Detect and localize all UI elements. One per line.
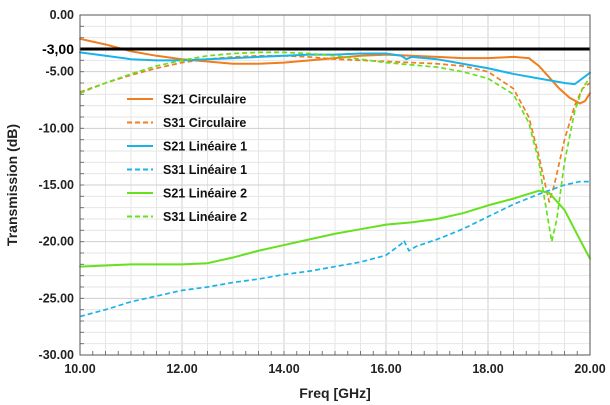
series-line-5 xyxy=(79,189,591,268)
y-tick-label: 0.00 xyxy=(50,8,74,22)
legend-label-3: S21 Linéaire 1 xyxy=(163,140,247,154)
x-tick-label: 10.00 xyxy=(64,362,95,376)
y-tick-label: -15.00 xyxy=(39,178,74,192)
y-tick-label: -5.00 xyxy=(46,65,75,79)
reference-line-label: -3,00 xyxy=(42,41,74,57)
legend-label-2: S31 Circulaire xyxy=(163,116,246,130)
x-tick-label: 12.00 xyxy=(166,362,197,376)
x-tick-label: 16.00 xyxy=(370,362,401,376)
y-tick-label: -30.00 xyxy=(39,348,74,362)
series-line-6 xyxy=(79,51,591,243)
x-tick-labels: 10.00 12.00 14.00 16.00 18.00 20.00 xyxy=(64,362,605,376)
series-line-3 xyxy=(79,51,591,86)
y-tick-label: -20.00 xyxy=(39,235,74,249)
legend-label-4: S31 Linéaire 1 xyxy=(163,163,247,177)
legend-label-5: S21 Linéaire 2 xyxy=(163,187,247,201)
y-axis-label: Transmission (dB) xyxy=(4,124,20,246)
y-tick-label: -25.00 xyxy=(39,291,74,305)
y-tick-label: -10.00 xyxy=(39,121,74,135)
legend-label-6: S31 Linéaire 2 xyxy=(163,210,247,224)
series-line-4 xyxy=(79,180,590,318)
x-tick-label: 14.00 xyxy=(268,362,299,376)
plot-frame xyxy=(79,14,591,356)
y-tick-labels: 0.00 -5.00 -10.00 -15.00 -20.00 -25.00 -30.00 -… xyxy=(39,8,75,362)
series-line-2 xyxy=(79,54,591,203)
legend: S21 Circulaire S31 Circulaire S21 Linéaire… xyxy=(127,93,247,224)
x-axis-label: Freq [GHz] xyxy=(299,385,371,401)
legend-label-1: S21 Circulaire xyxy=(163,93,246,107)
x-tick-label: 18.00 xyxy=(472,362,503,376)
x-tick-label: 20.00 xyxy=(574,362,605,376)
series-group xyxy=(79,37,591,318)
